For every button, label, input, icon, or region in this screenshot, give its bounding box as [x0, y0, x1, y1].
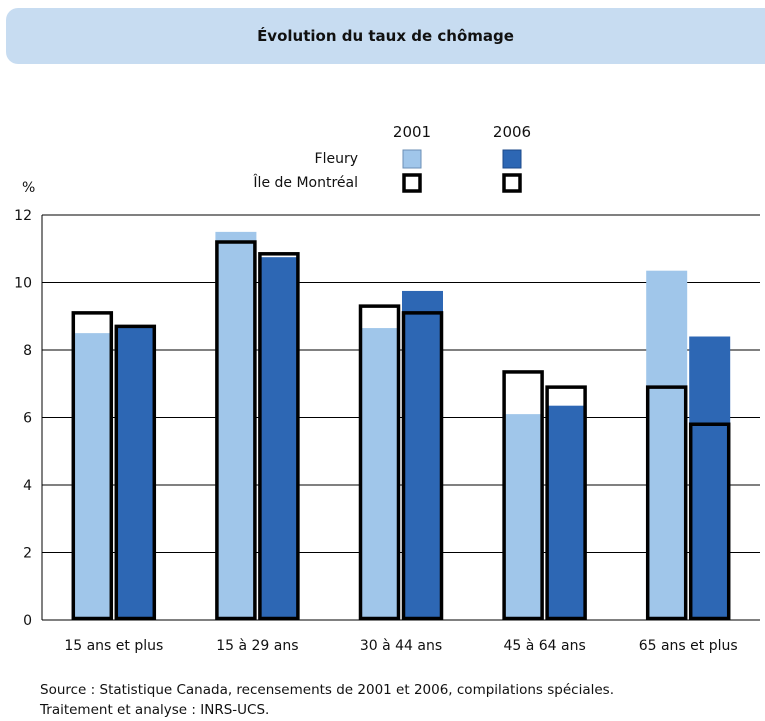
legend-swatch-fleury-2006 — [502, 149, 522, 169]
source-line: Source : Statistique Canada, recensement… — [40, 682, 614, 698]
bar-montreal-2001 — [645, 385, 688, 621]
bar-fleury-2006 — [402, 290, 443, 620]
source-note: Source : Statistique Canada, recensement… — [40, 680, 614, 720]
bar-montreal-2006 — [114, 324, 157, 621]
y-tick-label: 0 — [23, 613, 32, 629]
legend-swatch-montreal-2006 — [502, 173, 522, 193]
bar-fleury-2001 — [215, 231, 257, 620]
treatment-line: Traitement et analyse : INRS-UCS. — [40, 702, 270, 718]
bar-fleury-2006 — [545, 405, 587, 620]
bar-fleury-2006 — [114, 326, 156, 620]
bar-montreal-2006 — [688, 422, 731, 621]
x-tick-label: 45 à 64 ans — [503, 638, 585, 654]
legend: 2001 2006 Fleury Île de Montréal — [252, 123, 531, 193]
y-tick-label: 8 — [23, 343, 32, 359]
bar-montreal-2006 — [258, 252, 300, 621]
bar-fleury-2006 — [258, 257, 300, 620]
legend-label: Île de Montréal — [252, 173, 358, 191]
x-tick-label: 15 à 29 ans — [216, 638, 298, 654]
bar-fleury-2006 — [689, 336, 731, 620]
bar-fleury-2001 — [646, 270, 688, 620]
legend-swatch-montreal-2001 — [402, 173, 422, 193]
x-tick-label: 15 ans et plus — [64, 638, 163, 654]
grid-lines — [42, 214, 760, 621]
y-tick-label: 12 — [14, 208, 32, 224]
bar-montreal-2001 — [502, 370, 544, 621]
x-tick-label: 65 ans et plus — [639, 638, 738, 654]
y-tick-label: 6 — [23, 411, 32, 427]
legend-year: 2006 — [493, 123, 531, 141]
bar-fleury-2001 — [502, 414, 544, 620]
bar-montreal-2001 — [215, 240, 257, 621]
y-axis-label: % — [22, 180, 35, 196]
bar-montreal-2006 — [401, 311, 444, 621]
bar-montreal-2001 — [358, 304, 401, 621]
bars — [71, 231, 731, 621]
bar-montreal-2006 — [545, 385, 587, 621]
legend-swatch-fleury-2001 — [402, 149, 422, 169]
legend-year: 2001 — [393, 123, 431, 141]
chart-title: Évolution du taux de chômage — [257, 27, 514, 45]
x-tick-label: 30 à 44 ans — [360, 638, 442, 654]
bar-montreal-2001 — [71, 311, 114, 621]
y-tick-label: 2 — [23, 546, 32, 562]
legend-label: Fleury — [315, 151, 358, 167]
bar-fleury-2001 — [71, 333, 113, 620]
bar-fleury-2001 — [359, 328, 400, 620]
title-banner: Évolution du taux de chômage — [6, 8, 765, 64]
y-tick-label: 10 — [14, 276, 32, 292]
y-tick-label: 4 — [23, 478, 32, 494]
axes: 0 2 4 6 8 10 12% 15 ans et plus 15 à 29 ans 30 à … — [14, 180, 738, 654]
bar-chart: 0 2 4 6 8 10 12% 15 ans et plus 15 à 29 ans 30 à … — [14, 123, 760, 654]
